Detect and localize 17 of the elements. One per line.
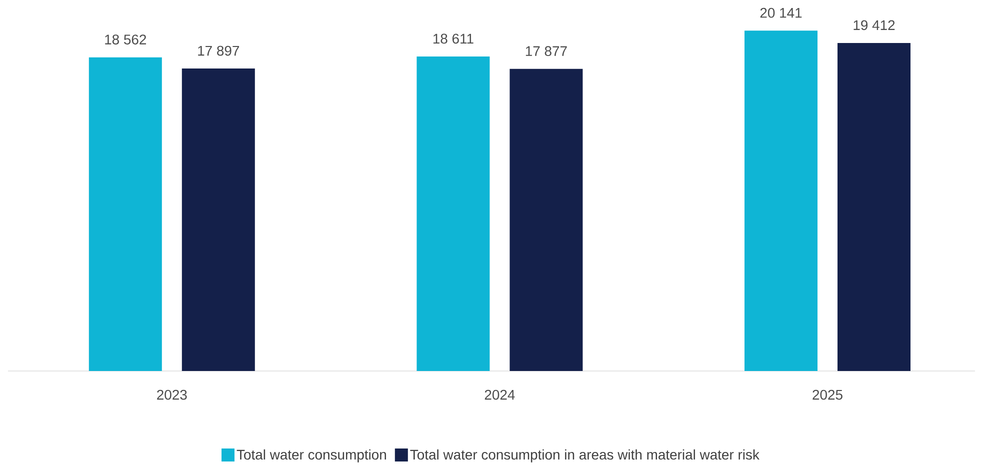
data-label: 18 562 (105, 34, 146, 44)
bar (838, 42, 910, 371)
bar (88, 57, 162, 371)
legend-label: Total water consumption (236, 449, 386, 462)
data-label: 19 412 (854, 20, 895, 30)
x-tick-label: 2024 (484, 390, 515, 400)
data-label: 20 141 (760, 8, 802, 18)
bar (416, 56, 490, 371)
bar (744, 30, 818, 371)
data-label: 17 897 (198, 46, 240, 56)
bar (510, 68, 583, 371)
legend-label: Total water consumption in areas with material water risk (410, 449, 760, 462)
data-label: 17 877 (526, 46, 567, 56)
bar (182, 68, 255, 371)
x-tick-label: 2023 (157, 390, 187, 400)
x-tick-label: 2025 (812, 390, 842, 400)
data-label: 18 611 (433, 34, 474, 44)
